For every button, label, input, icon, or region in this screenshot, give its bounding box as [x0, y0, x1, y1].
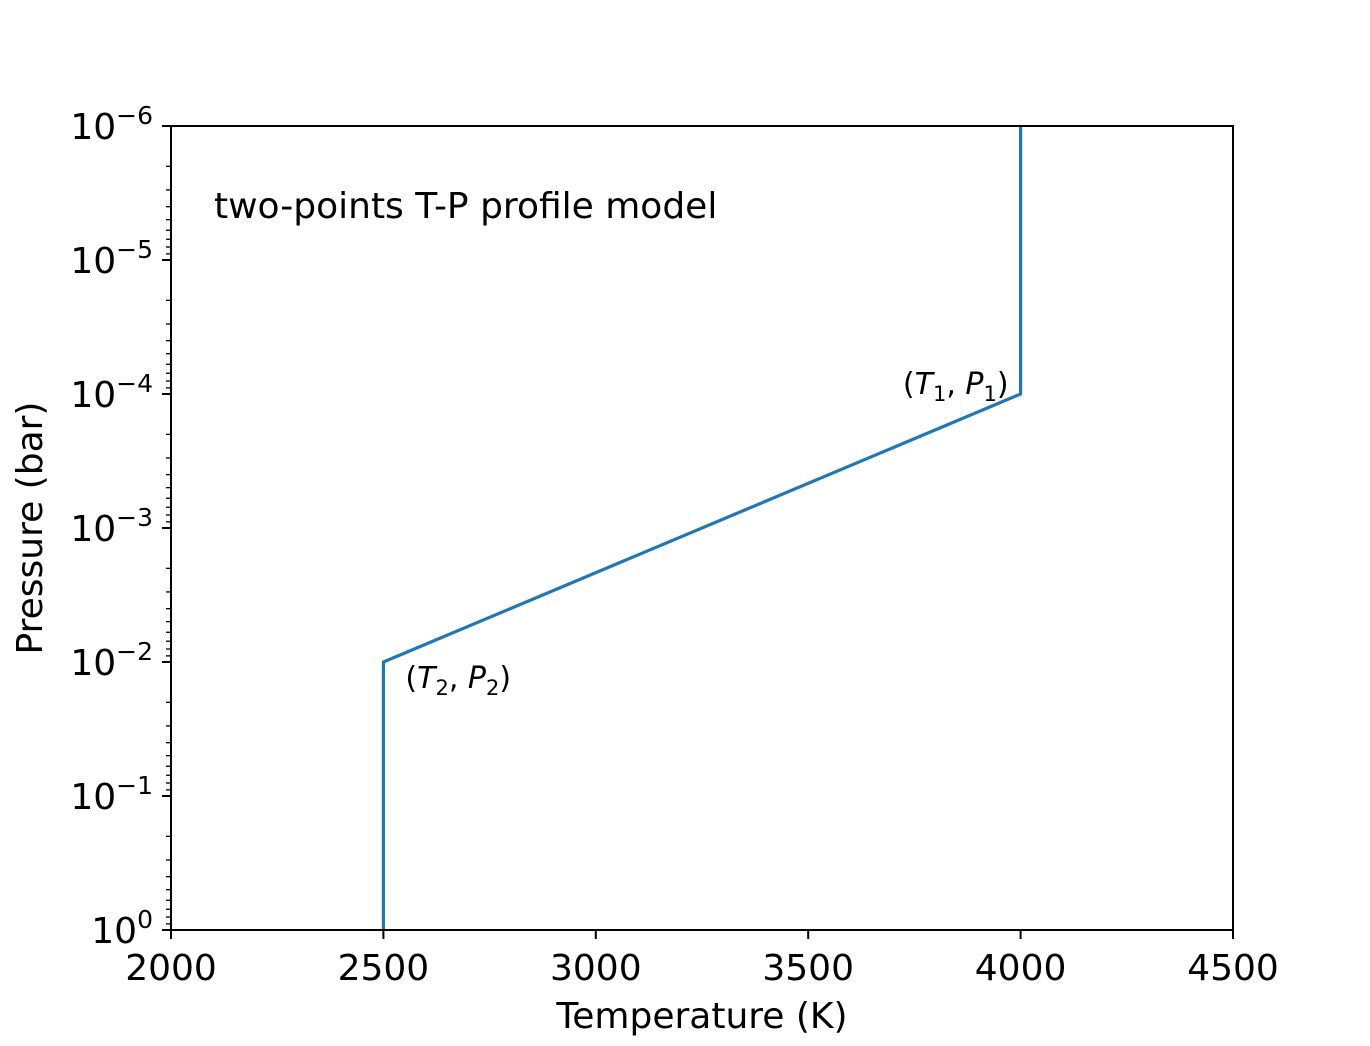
x-tick-label: 4500 [1187, 948, 1279, 989]
y-axis-ticks: 100 10−1 10−2 10−3 10−4 10−5 10−6 [70, 101, 171, 952]
x-axis-ticks: 2000 2500 3000 3500 4000 4500 [125, 930, 1279, 989]
x-tick-label: 2500 [338, 948, 430, 989]
y-axis-label: Pressure (bar) [10, 402, 51, 655]
y-tick-label: 10−4 [70, 369, 153, 416]
y-tick-label: 10−1 [70, 771, 153, 818]
x-tick-label: 4000 [975, 948, 1067, 989]
plot-frame [170, 125, 1234, 931]
y-tick-label: 100 [91, 905, 153, 952]
series-layer [381, 126, 1023, 930]
x-axis-label: Temperature (K) [555, 996, 847, 1037]
x-tick-label: 3000 [550, 948, 642, 989]
point-labels: (T1, P1) (T2, P2) [405, 367, 1008, 700]
annotation-text: two-points T-P profile model [214, 186, 717, 227]
point-label: (T1, P1) [903, 367, 1009, 406]
y-tick-label: 10−2 [70, 637, 153, 684]
x-tick-label: 2000 [125, 948, 217, 989]
y-tick-label: 10−6 [70, 101, 153, 148]
y-tick-label: 10−3 [70, 503, 153, 550]
y-tick-label: 10−5 [70, 235, 153, 282]
series-line [381, 126, 1023, 930]
x-tick-label: 3500 [762, 948, 854, 989]
point-label: (T2, P2) [405, 661, 511, 700]
